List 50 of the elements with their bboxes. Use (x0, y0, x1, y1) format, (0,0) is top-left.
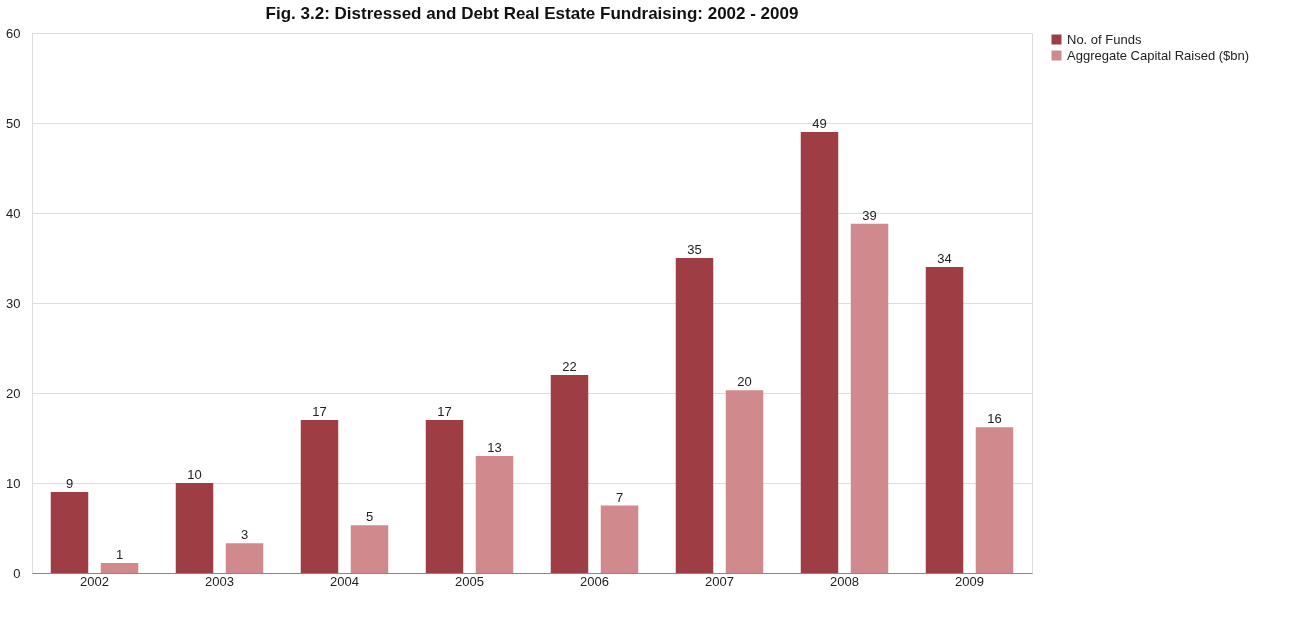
data-label: 22 (562, 359, 577, 374)
bar (475, 456, 514, 573)
bar (675, 258, 714, 573)
data-label: 34 (937, 251, 952, 266)
y-tick-label: 60 (6, 25, 21, 41)
y-tick-label: 40 (6, 205, 21, 221)
data-label: 13 (487, 440, 502, 455)
x-tick-label: 2005 (455, 573, 484, 589)
bar (850, 223, 889, 573)
bar (350, 525, 389, 573)
bar (425, 420, 464, 573)
x-tick-label: 2004 (330, 573, 359, 589)
data-label: 3 (240, 527, 249, 543)
bar (175, 483, 214, 573)
data-label: 7 (615, 489, 624, 505)
data-label: 17 (437, 404, 452, 419)
bar (50, 492, 89, 573)
bar (225, 543, 264, 573)
x-tick-label: 2002 (80, 573, 109, 589)
data-label: 39 (862, 207, 877, 223)
bar (800, 132, 839, 573)
data-label: 1 (115, 547, 124, 563)
y-tick-label: 50 (6, 115, 21, 131)
x-tick-label: 2003 (205, 573, 234, 589)
data-label: 10 (187, 467, 202, 482)
bar (300, 420, 339, 573)
y-tick-label: 30 (6, 295, 21, 311)
chart-title: Fig. 3.2: Distressed and Debt Real Estate Fundraising: 2002 - 2009 (265, 4, 799, 23)
y-tick-label: 0 (13, 565, 21, 581)
x-tick-label: 2009 (955, 573, 984, 589)
bar (725, 390, 764, 573)
bar (100, 563, 139, 573)
bar (600, 505, 639, 573)
bar (550, 375, 589, 573)
data-label: 16 (987, 411, 1002, 427)
legend-label: Aggregate Capital Raised ($bn) (1067, 47, 1250, 63)
data-label: 17 (312, 404, 327, 419)
data-label: 5 (365, 509, 374, 525)
x-tick-label: 2007 (705, 573, 734, 589)
bar (925, 267, 964, 573)
x-tick-label: 2006 (580, 573, 609, 589)
data-label: 35 (687, 242, 702, 257)
x-tick-label: 2008 (830, 573, 859, 589)
bar (975, 427, 1014, 573)
data-label: 49 (812, 116, 827, 131)
legend-label: No. of Funds (1067, 31, 1142, 47)
data-label: 9 (65, 476, 74, 491)
y-tick-label: 10 (6, 475, 21, 491)
data-label: 20 (737, 374, 752, 390)
y-tick-label: 20 (6, 385, 21, 401)
